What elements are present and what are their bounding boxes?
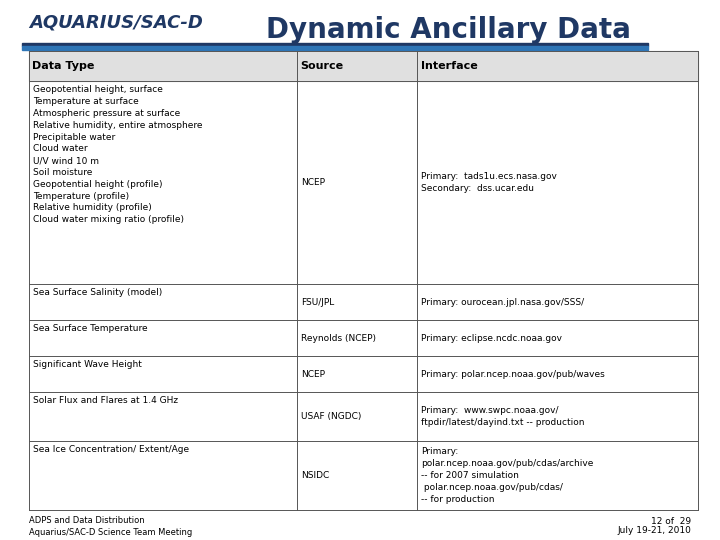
Text: Solar Flux and Flares at 1.4 GHz: Solar Flux and Flares at 1.4 GHz	[33, 396, 179, 406]
Bar	[29, 51, 698, 81]
Text: Sea Ice Concentration/ Extent/Age: Sea Ice Concentration/ Extent/Age	[33, 445, 189, 454]
Text: ADPS and Data Distribution
Aquarius/SAC-D Science Team Meeting: ADPS and Data Distribution Aquarius/SAC-…	[29, 516, 192, 537]
Text: Sea Surface Temperature: Sea Surface Temperature	[33, 325, 148, 333]
Text: Primary:  www.swpc.noaa.gov/
ftpdir/latest/dayind.txt -- production: Primary: www.swpc.noaa.gov/ ftpdir/lates…	[421, 406, 585, 427]
Text: Geopotential height, surface
Temperature at surface
Atmospheric pressure at surf: Geopotential height, surface Temperature…	[33, 85, 202, 224]
Bar	[29, 441, 698, 510]
Text: Data Type: Data Type	[32, 61, 95, 71]
Text: Dynamic Ancillary Data: Dynamic Ancillary Data	[266, 16, 631, 44]
Text: Primary: ourocean.jpl.nasa.gov/SSS/: Primary: ourocean.jpl.nasa.gov/SSS/	[421, 298, 585, 307]
Bar	[29, 392, 698, 441]
Text: NCEP: NCEP	[301, 369, 325, 379]
Text: 12 of  29: 12 of 29	[651, 517, 691, 525]
Text: Primary: eclipse.ncdc.noaa.gov: Primary: eclipse.ncdc.noaa.gov	[421, 334, 562, 342]
Text: USAF (NGDC): USAF (NGDC)	[301, 412, 361, 421]
Bar	[22, 46, 648, 50]
Bar	[29, 356, 698, 392]
Text: AQUARIUS/SAC-D: AQUARIUS/SAC-D	[29, 14, 202, 32]
Bar	[29, 284, 698, 320]
Text: Primary:
polar.ncep.noaa.gov/pub/cdas/archive
-- for 2007 simulation
 polar.ncep: Primary: polar.ncep.noaa.gov/pub/cdas/ar…	[421, 448, 594, 504]
Text: Source: Source	[300, 61, 343, 71]
Text: NSIDC: NSIDC	[301, 471, 329, 480]
Text: July 19-21, 2010: July 19-21, 2010	[617, 526, 691, 535]
Bar	[29, 320, 698, 356]
Text: Primary:  tads1u.ecs.nasa.gov
Secondary:  dss.ucar.edu: Primary: tads1u.ecs.nasa.gov Secondary: …	[421, 172, 557, 193]
Text: Interface: Interface	[420, 61, 477, 71]
Bar	[22, 43, 648, 46]
Text: FSU/JPL: FSU/JPL	[301, 298, 334, 307]
Text: Reynolds (NCEP): Reynolds (NCEP)	[301, 334, 376, 342]
Bar	[29, 81, 698, 284]
Text: Primary: polar.ncep.noaa.gov/pub/waves: Primary: polar.ncep.noaa.gov/pub/waves	[421, 369, 606, 379]
Text: Significant Wave Height: Significant Wave Height	[33, 360, 142, 369]
Text: NCEP: NCEP	[301, 178, 325, 187]
Text: Sea Surface Salinity (model): Sea Surface Salinity (model)	[33, 288, 163, 298]
